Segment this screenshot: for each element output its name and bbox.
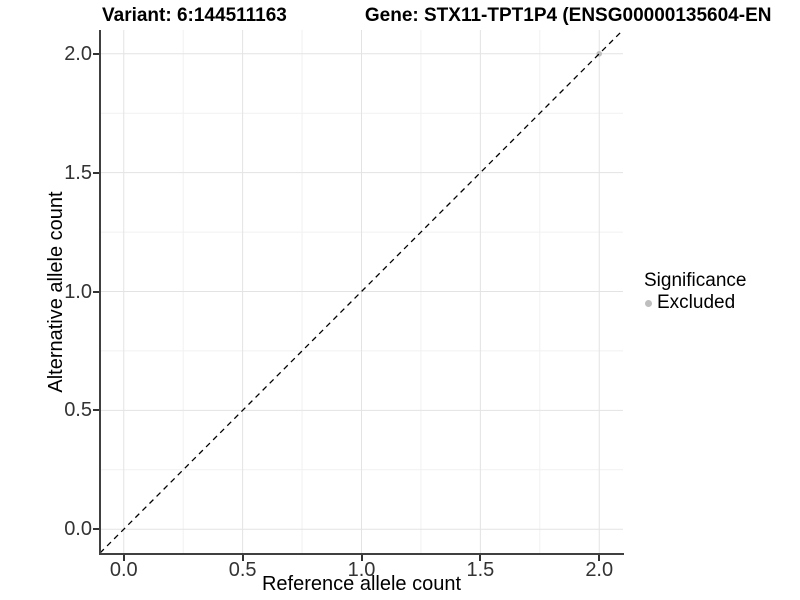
y-tick-label: 1.0 bbox=[64, 280, 92, 303]
x-tick-label: 2.0 bbox=[585, 559, 614, 581]
x-tick-label: 1.0 bbox=[347, 559, 376, 581]
variant-title: Variant: 6:144511163 bbox=[102, 5, 287, 26]
legend: Significance Excluded bbox=[644, 270, 746, 314]
x-tick-mark bbox=[241, 555, 244, 561]
y-tick-label: 1.5 bbox=[64, 161, 92, 184]
plot-panel bbox=[100, 30, 623, 553]
x-axis-title: Reference allele count bbox=[261, 573, 461, 595]
plot-canvas bbox=[100, 30, 623, 553]
x-tick-mark bbox=[479, 555, 482, 561]
legend-title: Significance bbox=[644, 270, 747, 291]
y-tick-label: 2.0 bbox=[64, 42, 92, 65]
x-tick-label: 1.5 bbox=[466, 559, 495, 581]
x-tick-mark bbox=[360, 555, 363, 561]
x-tick-mark bbox=[122, 555, 125, 561]
y-axis-line bbox=[99, 30, 101, 555]
y-tick-label: 0.5 bbox=[64, 399, 92, 422]
x-tick-mark bbox=[598, 555, 601, 561]
identity-reference-line bbox=[100, 30, 623, 553]
x-tick-label: 0.5 bbox=[228, 559, 257, 581]
y-axis-title: Alternative allele count bbox=[45, 191, 67, 393]
y-tick-mark bbox=[93, 52, 99, 55]
gene-title: Gene: STX11-TPT1P4 (ENSG00000135604-EN bbox=[364, 5, 772, 26]
y-tick-label: 0.0 bbox=[64, 518, 92, 541]
x-axis-line bbox=[99, 553, 624, 555]
chart-title-row: Variant: 6:144511163 Gene: STX11-TPT1P4 (… bbox=[102, 4, 800, 30]
y-tick-mark bbox=[93, 171, 99, 174]
y-tick-mark bbox=[93, 409, 99, 412]
x-tick-label: 0.0 bbox=[109, 559, 138, 581]
legend-entry-label: Excluded bbox=[657, 292, 736, 313]
legend-entry: Excluded bbox=[644, 292, 746, 314]
legend-key-dot-icon bbox=[645, 299, 652, 307]
y-tick-mark bbox=[93, 290, 99, 293]
legend-entries: Excluded bbox=[644, 292, 746, 314]
y-tick-mark bbox=[93, 528, 99, 531]
